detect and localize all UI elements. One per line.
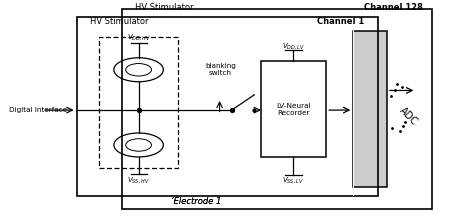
Text: $V_{DD,LV}$: $V_{DD,LV}$ <box>282 41 305 51</box>
Bar <box>122 9 432 209</box>
Text: $V_{SS,HV}$: $V_{SS,HV}$ <box>127 175 150 185</box>
Text: HV Stimulator: HV Stimulator <box>90 17 148 26</box>
Bar <box>353 31 387 187</box>
Text: Channel 1: Channel 1 <box>317 17 365 26</box>
Text: Digital Interface: Digital Interface <box>9 107 67 113</box>
Text: $V_{DD,HV}$: $V_{DD,HV}$ <box>126 32 151 42</box>
Text: Channel 128: Channel 128 <box>364 3 423 12</box>
Text: $V_{SS,LV}$: $V_{SS,LV}$ <box>283 175 304 185</box>
Bar <box>76 17 378 196</box>
Text: blanking
switch: blanking switch <box>205 63 236 76</box>
Bar <box>99 37 178 168</box>
Bar <box>353 17 354 196</box>
Text: ‘Electrode 1: ‘Electrode 1 <box>171 197 221 206</box>
Text: HV Stimulator: HV Stimulator <box>135 3 194 12</box>
Text: ADC: ADC <box>398 106 419 128</box>
Text: LV-Neural
Recorder: LV-Neural Recorder <box>276 102 311 116</box>
Bar <box>261 61 326 157</box>
Text: ’Electrode 1: ’Electrode 1 <box>171 197 221 206</box>
